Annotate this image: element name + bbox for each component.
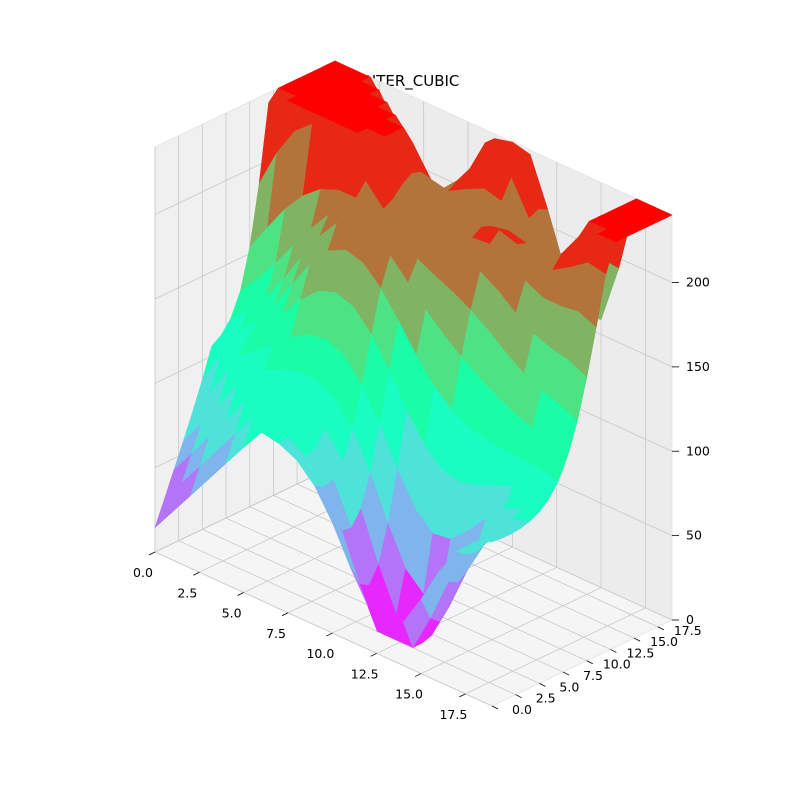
x-tick-label: 5.0 — [222, 606, 242, 621]
y-tick-mark — [657, 626, 664, 631]
y-tick-mark — [610, 649, 617, 653]
grid-line-y — [154, 551, 493, 707]
z-tick-label: 100 — [686, 443, 710, 458]
x-tick-mark — [193, 571, 200, 576]
x-tick-mark — [148, 551, 156, 556]
surface-patch — [474, 538, 502, 543]
x-tick-mark — [237, 592, 244, 596]
x-tick-label: 0.0 — [133, 565, 153, 580]
x-tick-label: 10.0 — [306, 646, 334, 661]
y-tick-mark — [633, 637, 641, 642]
surface — [154, 60, 673, 649]
z-tick-label: 150 — [686, 359, 710, 374]
y-tick-mark — [491, 705, 499, 710]
y-tick-label: 17.5 — [674, 623, 702, 638]
x-tick-label: 17.5 — [439, 707, 467, 722]
y-tick-mark — [515, 694, 522, 699]
y-tick-label: 12.5 — [626, 645, 654, 660]
z-tick-label: 0 — [686, 612, 694, 627]
y-tick-mark — [539, 683, 546, 687]
x-tick-label: 15.0 — [395, 687, 423, 702]
y-tick-label: 0.0 — [512, 702, 532, 717]
x-tick-label: 12.5 — [351, 666, 379, 681]
axis-ticks: 0.02.55.07.510.012.515.017.5 0.02.55.07.5… — [133, 275, 710, 722]
y-tick-mark — [586, 660, 593, 665]
y-tick-label: 10.0 — [603, 657, 631, 672]
grid-line-x — [465, 607, 646, 695]
y-tick-label: 7.5 — [583, 668, 603, 683]
x-tick-mark — [281, 612, 289, 617]
y-tick-label: 5.0 — [559, 679, 579, 694]
grid-line-y — [178, 540, 516, 696]
grid-line-x — [420, 587, 602, 674]
x-tick-mark — [414, 673, 422, 677]
z-tick-label: 200 — [686, 275, 710, 290]
z-tick-label: 50 — [686, 528, 702, 543]
y-tick-mark — [562, 671, 570, 676]
y-tick-label: 15.0 — [650, 634, 678, 649]
x-tick-label: 7.5 — [266, 626, 286, 641]
x-tick-mark — [370, 652, 377, 657]
x-tick-label: 2.5 — [177, 585, 197, 600]
x-tick-mark — [326, 632, 333, 637]
x-tick-mark — [459, 693, 466, 698]
y-tick-label: 2.5 — [536, 691, 556, 706]
